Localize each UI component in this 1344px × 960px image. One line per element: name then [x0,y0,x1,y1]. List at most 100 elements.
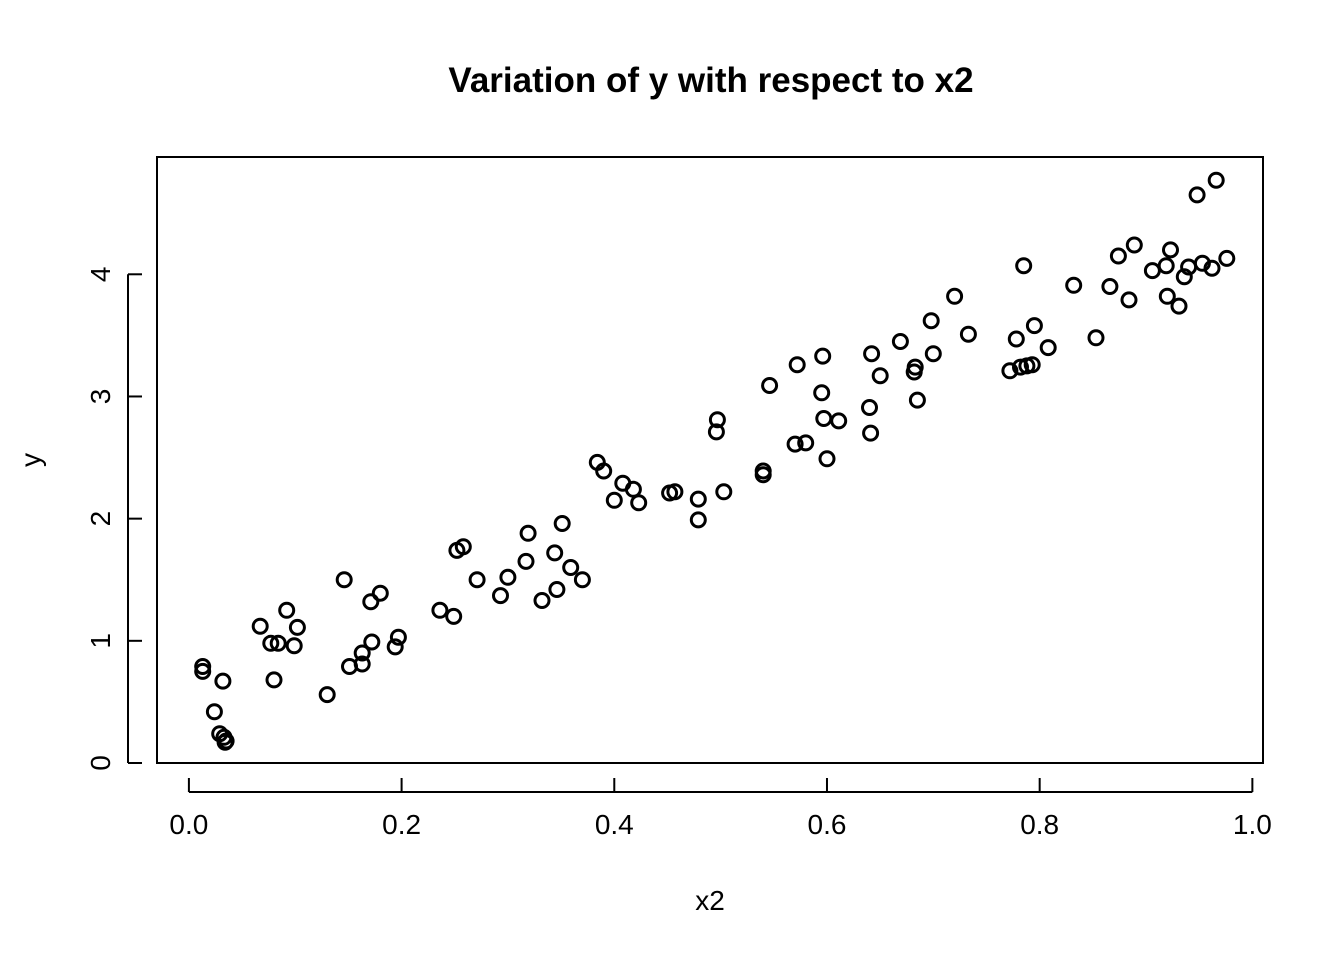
x-axis-label: x2 [695,885,725,916]
data-point [371,584,389,602]
data-point [445,607,463,625]
data-point [689,490,707,508]
x-tick-label: 0.0 [169,809,208,840]
y-tick-label: 4 [85,267,116,283]
data-point [1012,358,1029,376]
data-point [813,384,831,402]
y-axis-label: y [15,453,46,467]
data-point [389,628,407,646]
data-point [786,435,804,453]
data-point [924,345,942,363]
data-point [1175,268,1193,286]
y-tick-label: 0 [85,755,116,771]
data-point [386,638,404,656]
data-point [1001,362,1019,380]
x-tick-label: 0.2 [382,809,421,840]
data-point [1007,330,1025,348]
data-point [815,410,833,427]
data-point [269,634,287,652]
data-point [519,524,537,542]
data-point [353,655,371,673]
data-point [1015,257,1033,275]
data-point [265,671,283,689]
x-tick-label: 0.4 [595,809,634,840]
x-tick-label: 0.6 [808,809,847,840]
data-point [1203,259,1221,277]
y-tick-label: 3 [85,389,116,405]
data-point [288,618,306,636]
data-point [1207,171,1225,189]
data-point [499,568,517,586]
data-point [595,462,613,480]
data-point [454,538,472,556]
data-point [689,511,707,529]
data-point [1218,249,1236,267]
x-axis: 0.0 0.2 0.4 0.6 0.8 1.0 [169,778,1272,840]
data-point [278,601,296,619]
data-point [546,544,564,562]
data-point [862,424,880,442]
data-points [194,171,1236,751]
data-point [1125,236,1143,254]
data-point [871,367,889,385]
data-point [1158,287,1176,305]
data-point [906,358,924,376]
data-point [788,356,806,374]
data-point [922,312,940,330]
data-point [492,587,509,605]
data-point [761,377,779,394]
data-point [715,483,733,501]
data-point [353,644,371,662]
data-point [1188,186,1206,204]
data-point [285,637,303,655]
chart-title: Variation of y with respect to x2 [448,61,973,100]
data-point [891,333,909,350]
plot-frame [156,156,1264,764]
data-point [363,633,381,651]
data-point [548,581,566,598]
data-point [1157,257,1175,275]
data-point [630,494,648,512]
data-point [318,686,336,704]
y-tick-label: 1 [85,633,116,649]
data-point [946,287,964,305]
data-point [214,672,232,690]
y-axis: 0 1 2 3 4 [85,267,142,771]
data-point [861,399,878,416]
data-point [830,412,848,430]
x-tick-label: 1.0 [1233,809,1272,840]
data-point [262,634,280,652]
data-point [431,601,449,619]
data-point [814,347,832,365]
y-tick-label: 2 [85,511,116,527]
data-point [573,571,591,589]
data-point [908,391,926,409]
data-point [1087,329,1105,347]
data-point [863,345,881,363]
data-point [362,593,380,611]
data-point [605,491,623,509]
data-point [818,450,836,468]
x-tick-label: 0.8 [1020,809,1059,840]
data-point [708,411,726,429]
data-point [335,571,353,589]
data-point [1065,276,1083,294]
data-point [251,617,269,635]
data-point [217,732,235,750]
data-point [562,559,580,576]
data-point [1039,339,1057,357]
data-point [1109,247,1127,265]
data-point [1023,356,1041,374]
data-point [1101,278,1119,295]
data-point [1120,291,1138,309]
data-point [797,434,815,452]
data-point [1170,297,1188,315]
data-point [666,483,684,501]
data-point [1143,262,1161,280]
data-point [707,423,725,441]
data-point [194,658,212,675]
data-point [553,515,571,532]
data-point [468,571,486,589]
data-point [959,325,977,343]
